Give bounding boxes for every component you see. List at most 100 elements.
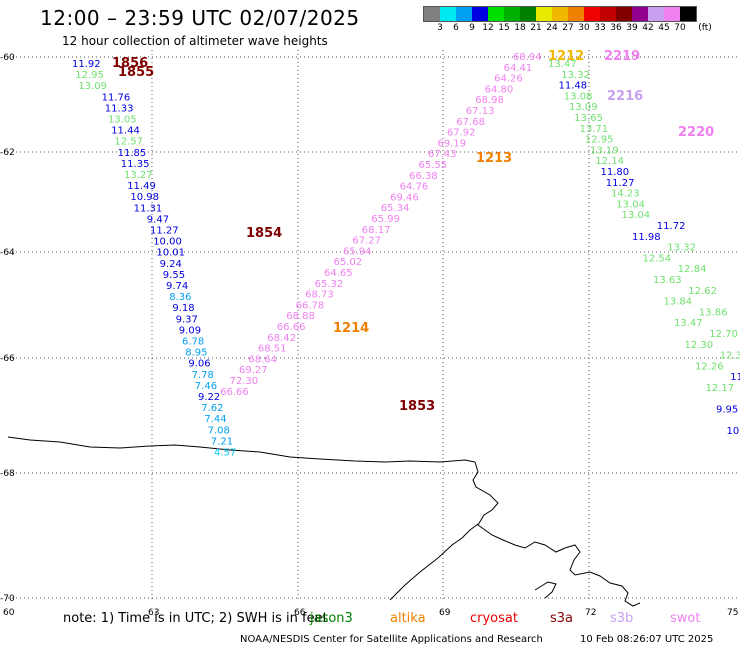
lat-tick-label: -64: [0, 248, 15, 258]
pass-time-label: 2219: [604, 49, 640, 64]
wave-height-value: 66.66: [277, 322, 306, 333]
pass-time-label: 2220: [678, 125, 714, 140]
wave-height-value: 67.27: [352, 236, 381, 247]
wave-height-value: 13.84: [664, 297, 693, 308]
legend-label: 45: [658, 23, 670, 33]
wave-height-value: 11.98: [632, 232, 661, 243]
legend-label: 42: [642, 23, 654, 33]
wave-height-value: 7.46: [195, 381, 217, 392]
legend-label: 6: [453, 23, 459, 33]
wave-height-value: 9.55: [163, 270, 185, 281]
wave-height-value: 13.47: [674, 318, 703, 329]
legend-unit: (ft): [698, 23, 712, 33]
wave-height-value: 11.35: [121, 159, 150, 170]
page-subtitle: 12 hour collection of altimeter wave hei…: [62, 34, 328, 48]
wave-height-value: 10.00: [153, 237, 182, 248]
wave-height-value: 13.04: [616, 199, 645, 210]
satellite-legend-swot: swot: [670, 611, 701, 626]
wave-height-value: 7.21: [211, 436, 233, 447]
wave-height-value: 9.22: [198, 392, 220, 403]
lon-tick-label: 60: [3, 608, 15, 618]
wave-height-value: 13.04: [622, 210, 651, 221]
wave-height-value: 67.43: [428, 149, 457, 160]
wave-height-value: 64.26: [494, 74, 523, 85]
satellite-legend-s3a: s3a: [550, 611, 574, 626]
lon-tick-label: 69: [439, 608, 451, 618]
wave-height-value: 69.46: [390, 192, 419, 203]
legend-swatch: [424, 7, 440, 21]
lat-tick-label: -70: [0, 594, 15, 604]
wave-height-value: 13.47: [548, 59, 577, 70]
wave-height-value: 12.17: [706, 383, 735, 394]
wave-height-value: 64.65: [324, 268, 353, 279]
wave-height-value: 68.98: [475, 95, 504, 106]
lon-tick-label: 72: [585, 608, 596, 618]
wave-height-value: 12.54: [643, 253, 672, 264]
legend-swatch: [504, 7, 520, 21]
satellite-legend-jason3: jason3: [310, 611, 353, 626]
wave-height-value: 7.44: [204, 414, 226, 425]
wave-height-value: 9.47: [147, 214, 169, 225]
wave-height-value: 4.57: [214, 448, 236, 459]
legend-label: 18: [514, 23, 526, 33]
pass-time-label: 1855: [118, 65, 154, 80]
wave-height-value: 11.92: [72, 59, 101, 70]
legend-swatch: [648, 7, 664, 21]
legend-swatch: [440, 7, 456, 21]
coastline-inner: [534, 581, 557, 599]
legend-swatch: [680, 7, 696, 21]
legend-label: 24: [546, 23, 558, 33]
wave-height-value: 12.14: [595, 156, 624, 167]
wave-height-value: 65.32: [315, 279, 344, 290]
legend-label: 15: [498, 23, 510, 33]
wave-height-value: 9.18: [172, 303, 194, 314]
wave-height-value: 68.73: [305, 290, 334, 301]
wave-height-value: 68.51: [258, 344, 287, 355]
wave-height-value: 7.78: [192, 370, 214, 381]
wave-height-value: 13.71: [580, 124, 609, 135]
wave-height-value: 11.27: [606, 178, 635, 189]
wave-height-value: 65.34: [381, 203, 410, 214]
page-title: 12:00 – 23:59 UTC 02/07/2025: [40, 6, 360, 30]
wave-height-value: 13.19: [590, 145, 619, 156]
wave-height-value: 72.30: [230, 376, 259, 387]
antarctic-coastline: [7, 436, 641, 607]
wave-height-value: 13.08: [564, 91, 593, 102]
legend-swatch: [664, 7, 680, 21]
wave-height-value: 66.78: [296, 300, 325, 311]
legend-swatch: [488, 7, 504, 21]
lat-tick-label: -62: [0, 148, 15, 158]
wave-height-tracks: 11.9212.9513.0911.7611.3313.0511.4412.57…: [72, 49, 740, 459]
wave-height-value: 66.38: [409, 171, 438, 182]
legend-label: 3: [437, 23, 443, 33]
wave-height-value: 68.17: [362, 225, 391, 236]
generated-timestamp: 10 Feb 08:26:07 UTC 2025: [580, 634, 714, 645]
wave-height-value: 13.09: [78, 81, 107, 92]
wave-height-value: 65.55: [419, 160, 448, 171]
legend-swatch: [600, 7, 616, 21]
wave-height-value: 65.94: [343, 246, 372, 257]
legend-label: 12: [482, 23, 494, 33]
legend-label: 33: [594, 23, 606, 33]
lon-tick-label: 75: [727, 608, 738, 618]
wave-height-value: 11.80: [601, 167, 630, 178]
legend-swatch: [584, 7, 600, 21]
wave-height-value: 11.72: [657, 221, 686, 232]
pass-time-label: 2216: [607, 89, 643, 104]
wave-height-value: 69.19: [437, 138, 466, 149]
wave-height-value: 64.41: [504, 63, 533, 74]
legend-swatch: [456, 7, 472, 21]
wave-height-value: 7.08: [208, 425, 230, 436]
wave-height-value: 9.95: [716, 405, 738, 416]
wave-height-value: 13.63: [653, 275, 682, 286]
wave-height-value: 68.94: [513, 52, 542, 63]
wave-height-value: 12.26: [695, 361, 724, 372]
footer-note: note: 1) Time is in UTC; 2) SWH is in fe…: [63, 611, 328, 626]
legend-label: 30: [578, 23, 590, 33]
wave-height-value: 8.36: [169, 292, 191, 303]
wave-height-value: 11.85: [118, 148, 147, 159]
wave-height-value: 13.27: [124, 170, 153, 181]
wave-height-value: 66.66: [220, 387, 249, 398]
coastline-main: [7, 436, 641, 607]
